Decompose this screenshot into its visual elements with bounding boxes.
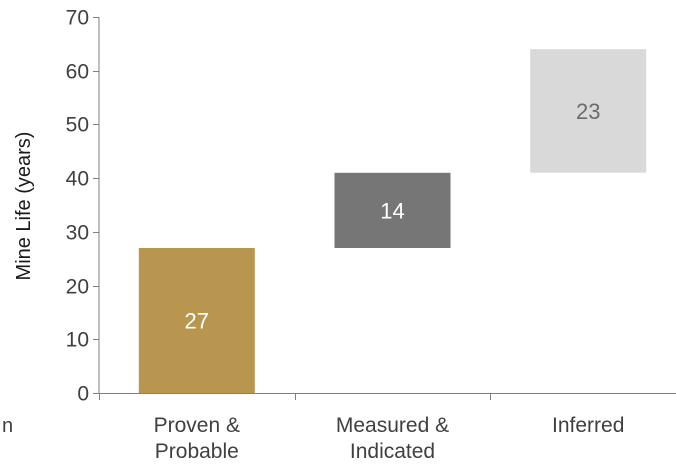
x-category-label-1-line-1: Proven & xyxy=(154,414,240,437)
data-label-2: 14 xyxy=(380,198,404,223)
stray-text-fragment: n xyxy=(2,415,13,437)
data-labels-group: 27 14 23 xyxy=(185,99,601,334)
x-category-label-3: Inferred xyxy=(552,414,624,437)
y-tick-label-60: 60 xyxy=(66,61,89,84)
data-label-3: 23 xyxy=(576,99,600,124)
bar-3 xyxy=(530,49,647,173)
x-category-label-1-line-2: Probable xyxy=(155,440,239,463)
y-tick-label-0: 0 xyxy=(77,383,89,406)
y-axis: 0 10 20 30 40 50 60 70 xyxy=(66,7,100,406)
bar-2 xyxy=(334,172,451,248)
x-category-label-2: Measured & Indicated xyxy=(336,414,449,463)
y-tick-label-40: 40 xyxy=(66,168,89,191)
y-tick-label-10: 10 xyxy=(66,329,89,352)
data-label-1: 27 xyxy=(185,309,209,334)
x-category-label-2-line-1: Measured & xyxy=(336,414,449,437)
x-axis: Proven & Probable Measured & Indicated Infer… xyxy=(99,393,676,463)
y-tick-label-30: 30 xyxy=(66,222,89,245)
y-tick-label-70: 70 xyxy=(66,7,89,30)
y-tick-label-50: 50 xyxy=(66,114,89,137)
y-axis-label: Mine Life (years) xyxy=(13,132,35,281)
y-tick-label-20: 20 xyxy=(66,276,89,299)
x-category-label-3-line-1: Inferred xyxy=(552,414,624,437)
x-category-label-1: Proven & Probable xyxy=(154,414,240,463)
bar-1 xyxy=(138,248,255,393)
bars-group xyxy=(138,49,647,393)
x-category-label-2-line-2: Indicated xyxy=(350,440,435,463)
